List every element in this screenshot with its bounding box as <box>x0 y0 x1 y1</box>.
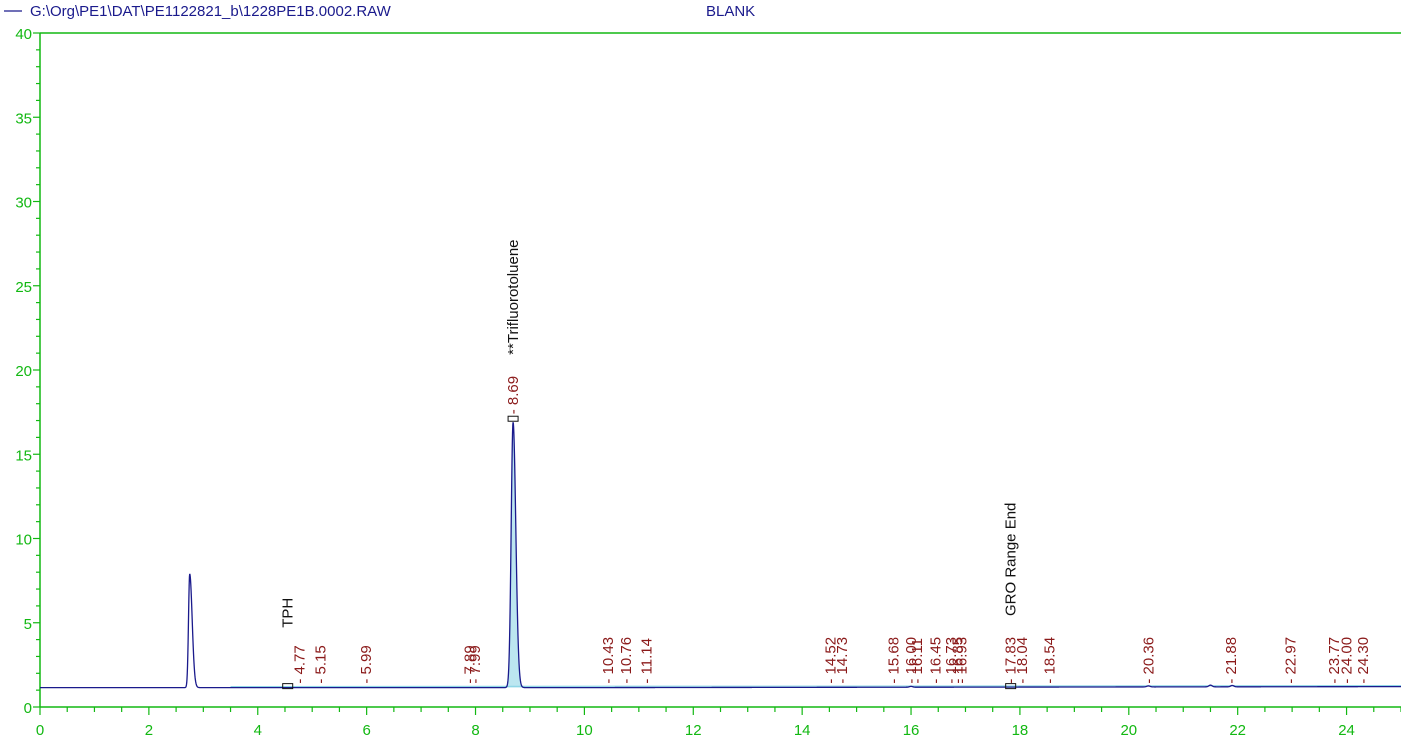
file-path-label: G:\Org\PE1\DAT\PE1122821_b\1228PE1B.0002… <box>30 3 392 20</box>
x-tick-label: 16 <box>903 722 920 739</box>
retention-time-label: - 23.77 <box>1326 637 1343 684</box>
x-tick-label: 6 <box>362 722 370 739</box>
retention-time-label: - 14.73 <box>834 637 851 684</box>
x-tick-label: 20 <box>1120 722 1137 739</box>
trace-line <box>40 422 1401 689</box>
y-tick-label: 10 <box>15 532 32 549</box>
tph-window-marker <box>282 683 294 690</box>
retention-time-label: - 16.85 <box>949 637 966 684</box>
x-tick-label: 22 <box>1229 722 1246 739</box>
y-tick-label: 20 <box>15 363 32 380</box>
retention-time-label: - 16.45 <box>928 637 945 684</box>
y-tick-label: 0 <box>24 700 32 717</box>
retention-time-label: - 17.83 <box>1003 637 1020 684</box>
retention-time-label: - 5.99 <box>358 645 375 683</box>
retention-time-label: - 7.89 <box>462 645 479 683</box>
chromatogram-trace <box>40 422 1401 689</box>
peak-window-marker <box>507 415 519 422</box>
peak-area <box>500 422 536 688</box>
compound-label: **Trifluorotoluene <box>505 239 522 354</box>
retention-time-label: - 16.00 <box>903 637 920 684</box>
compound-labels: TPH **Trifluorotoluene GRO Range End <box>280 239 1020 627</box>
x-tick-label: 24 <box>1338 722 1355 739</box>
retention-time-labels: - 4.77- 5.15 - 5.99 - 7.89- 7.99 - 8.69 - 10… <box>282 376 1372 690</box>
x-tick-label: 2 <box>145 722 153 739</box>
retention-time-label: - 21.88 <box>1223 637 1240 684</box>
retention-time-label: - 16.11 <box>909 638 926 684</box>
retention-time-label: - 10.43 <box>600 637 617 684</box>
y-tick-label: 35 <box>15 110 32 127</box>
y-tick-label: 5 <box>24 616 32 633</box>
y-tick-label: 15 <box>15 447 32 464</box>
compound-label: GRO Range End <box>1003 503 1020 616</box>
retention-time-label: - 20.36 <box>1140 637 1157 684</box>
sample-name-label: BLANK <box>706 3 755 20</box>
retention-time-label: - 18.54 <box>1041 637 1058 684</box>
x-tick-label: 10 <box>576 722 593 739</box>
chart-header: G:\Org\PE1\DAT\PE1122821_b\1228PE1B.0002… <box>4 3 755 20</box>
retention-time-label: - 16.73 <box>943 637 960 684</box>
y-tick-label: 30 <box>15 195 32 212</box>
retention-time-label: - 7.99 <box>467 645 484 683</box>
retention-time-label: - 24.00 <box>1339 637 1356 684</box>
retention-time-label: - 10.76 <box>618 637 635 684</box>
y-tick-label: 40 <box>15 26 32 43</box>
retention-time-label: - 14.52 <box>822 637 839 684</box>
gro-end-window-marker <box>1005 683 1017 690</box>
retention-time-label: - 11.14 <box>638 638 655 684</box>
retention-time-label: - 18.04 <box>1014 637 1031 684</box>
x-tick-label: 4 <box>254 722 262 739</box>
retention-time-label: - 16.93 <box>954 637 971 684</box>
retention-time-label: - 4.77 <box>292 645 309 683</box>
x-tick-label: 0 <box>36 722 44 739</box>
retention-time-label: - 8.69 <box>505 376 522 414</box>
retention-time-label: - 22.97 <box>1282 637 1299 684</box>
x-tick-label: 12 <box>685 722 702 739</box>
integration-baseline <box>230 685 1401 688</box>
retention-time-label: - 24.30 <box>1355 637 1372 684</box>
x-tick-label: 18 <box>1012 722 1029 739</box>
x-tick-label: 14 <box>794 722 811 739</box>
x-tick-label: 8 <box>471 722 479 739</box>
retention-time-label: - 15.68 <box>886 637 903 684</box>
retention-time-label: - 5.15 <box>312 645 329 683</box>
compound-label: TPH <box>280 598 297 628</box>
y-tick-label: 25 <box>15 279 32 296</box>
